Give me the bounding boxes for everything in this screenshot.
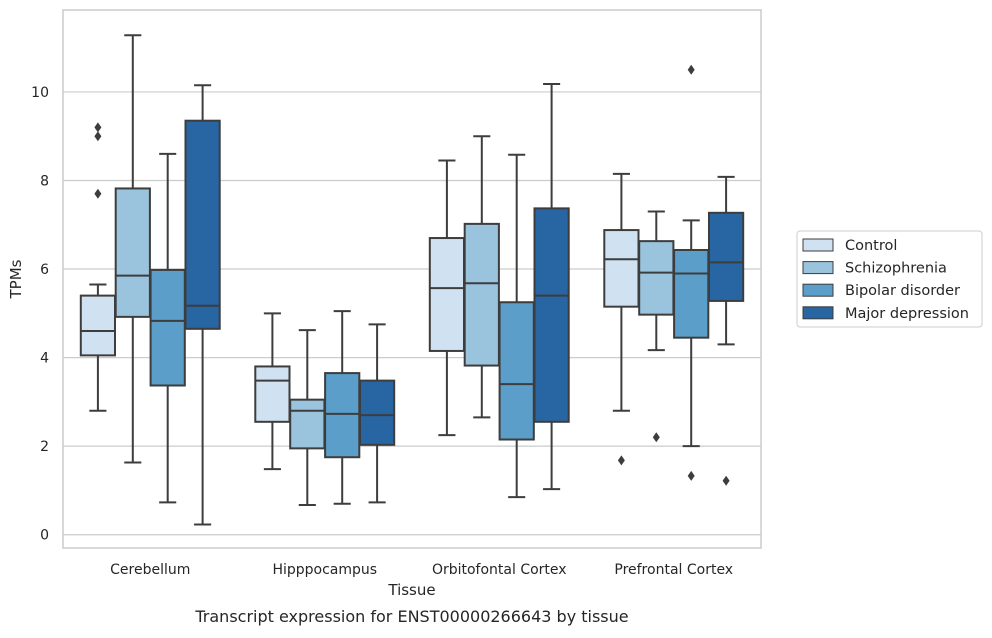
box-group — [254, 312, 291, 471]
y-tick-label: 6 — [40, 262, 49, 278]
legend-label: Major depression — [845, 306, 969, 322]
box-group — [184, 84, 221, 526]
box — [638, 240, 675, 316]
boxes — [79, 34, 745, 526]
x-axis-label: Tissue — [387, 581, 435, 599]
box — [184, 119, 221, 330]
y-tick-label: 8 — [40, 173, 49, 189]
box-group — [79, 122, 117, 412]
box-group — [707, 175, 745, 486]
y-tick-label: 4 — [40, 351, 49, 367]
box — [324, 372, 361, 459]
y-tick-label: 0 — [40, 528, 49, 544]
box-group — [463, 135, 500, 419]
box — [254, 365, 291, 423]
outlier-point — [687, 64, 695, 75]
box — [79, 294, 117, 357]
legend-frame — [796, 230, 983, 328]
box-group — [289, 329, 326, 507]
box — [707, 211, 745, 302]
legend-label: Control — [845, 238, 897, 254]
box — [149, 268, 186, 387]
box — [533, 207, 570, 423]
box-group — [638, 210, 675, 443]
legend: Control Schizophrenia Bipolar disorder Majo… — [796, 230, 983, 328]
box — [498, 301, 535, 441]
legend-label: Schizophrenia — [845, 261, 947, 277]
x-tick-label: Hipppocampus — [272, 562, 377, 578]
box-group — [498, 153, 535, 499]
box-group — [358, 323, 396, 504]
box — [289, 398, 326, 450]
legend-items: Control Schizophrenia Bipolar disorder Majo… — [802, 238, 969, 322]
outlier-point — [617, 455, 625, 466]
box — [358, 379, 396, 446]
legend-swatch — [802, 283, 834, 297]
legend-swatch — [802, 238, 834, 252]
outlier-point — [722, 475, 730, 486]
y-tick-labels: 0 2 4 6 8 10 — [31, 85, 49, 544]
box — [463, 222, 500, 367]
box-group — [603, 172, 640, 466]
x-tick-label: Orbitofontal Cortex — [432, 562, 567, 578]
outlier-point — [687, 470, 695, 481]
x-tick-labels: Cerebellum Hipppocampus Orbitofontal Corte… — [110, 562, 733, 578]
outlier-point — [94, 188, 102, 199]
box — [428, 237, 466, 352]
outlier-point — [652, 432, 660, 443]
box-group — [324, 310, 361, 505]
box-group — [428, 159, 466, 437]
x-tick-label: Prefrontal Cortex — [614, 562, 733, 578]
y-tick-label: 10 — [31, 85, 49, 101]
outlier-point — [94, 122, 102, 133]
box — [603, 229, 640, 308]
x-tick-label: Cerebellum — [110, 562, 190, 578]
box-group — [673, 64, 710, 481]
box — [114, 187, 151, 318]
legend-swatch — [802, 306, 834, 320]
legend-swatch — [802, 261, 834, 275]
y-axis-label: TPMs — [7, 259, 25, 299]
chart-title: Transcript expression for ENST0000026664… — [194, 607, 628, 626]
box-group — [533, 82, 570, 491]
box — [673, 248, 710, 339]
y-tick-label: 2 — [40, 439, 49, 455]
box-group — [114, 34, 151, 464]
legend-label: Bipolar disorder — [845, 283, 960, 299]
outlier-point — [94, 131, 102, 142]
